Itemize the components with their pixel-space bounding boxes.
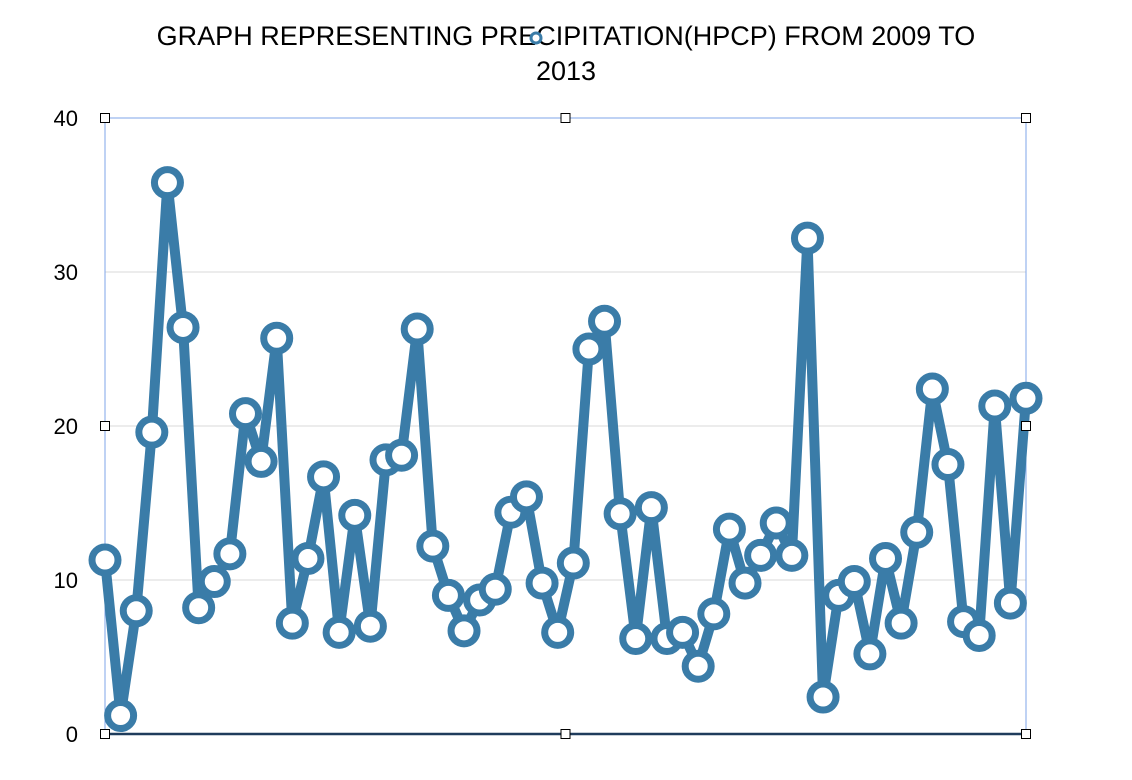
data-point[interactable] [291, 541, 325, 575]
data-point[interactable] [197, 565, 231, 599]
data-point[interactable] [213, 537, 247, 571]
data-point[interactable] [572, 332, 606, 366]
data-point[interactable] [634, 491, 668, 525]
data-point[interactable] [853, 637, 887, 671]
data-point[interactable] [338, 498, 372, 532]
resize-handle[interactable] [560, 113, 571, 123]
resize-handle[interactable] [100, 113, 110, 123]
data-point[interactable] [588, 304, 622, 338]
data-point[interactable] [525, 566, 559, 600]
data-point[interactable] [775, 538, 809, 572]
data-point[interactable] [556, 546, 590, 580]
y-tick-label: 0 [66, 722, 78, 747]
data-point[interactable] [993, 586, 1027, 620]
data-point[interactable] [712, 512, 746, 546]
data-point[interactable] [88, 543, 122, 577]
legend-marker [529, 31, 543, 45]
data-point[interactable] [962, 618, 996, 652]
resize-handle[interactable] [100, 421, 110, 431]
data-point[interactable] [915, 372, 949, 406]
data-point[interactable] [353, 609, 387, 643]
data-point[interactable] [931, 448, 965, 481]
y-tick-label: 20 [54, 414, 78, 439]
data-point[interactable] [119, 594, 153, 628]
data-point[interactable] [1009, 381, 1043, 415]
data-point[interactable] [603, 497, 637, 531]
data-point[interactable] [400, 312, 434, 346]
data-point[interactable] [681, 649, 715, 683]
data-series[interactable] [88, 166, 1043, 733]
data-point[interactable] [790, 221, 824, 255]
data-point[interactable] [806, 680, 840, 714]
selection-handles[interactable] [100, 113, 1031, 739]
data-point[interactable] [385, 438, 419, 472]
data-point[interactable] [431, 578, 465, 612]
data-point[interactable] [307, 460, 341, 494]
y-tick-label: 40 [54, 106, 78, 131]
data-point[interactable] [416, 529, 450, 563]
y-axis-ticks: 0 10 20 30 40 [54, 106, 78, 747]
data-point[interactable] [697, 597, 731, 631]
data-point[interactable] [759, 506, 793, 540]
data-point[interactable] [166, 310, 200, 344]
data-point[interactable] [447, 614, 481, 648]
resize-handle[interactable] [560, 729, 571, 739]
data-point[interactable] [884, 606, 918, 640]
y-tick-label: 30 [54, 260, 78, 285]
data-point[interactable] [135, 415, 169, 449]
data-point[interactable] [837, 565, 871, 599]
data-point[interactable] [260, 321, 294, 355]
data-point[interactable] [619, 622, 653, 656]
data-point[interactable] [478, 572, 512, 606]
resize-handle[interactable] [1021, 729, 1031, 739]
data-point[interactable] [322, 615, 356, 649]
data-point[interactable] [900, 515, 934, 549]
data-point[interactable] [541, 615, 575, 649]
resize-handle[interactable] [100, 729, 110, 739]
y-tick-label: 10 [54, 568, 78, 593]
data-point[interactable] [182, 591, 216, 625]
data-point[interactable] [978, 389, 1012, 423]
data-point[interactable] [509, 480, 543, 514]
data-point[interactable] [666, 615, 700, 649]
chart-title-line2: 2013 [536, 56, 596, 86]
data-point[interactable] [869, 541, 903, 575]
resize-handle[interactable] [1021, 421, 1031, 431]
data-point[interactable] [728, 566, 762, 600]
resize-handle[interactable] [1021, 113, 1031, 123]
data-point[interactable] [244, 444, 278, 478]
data-point[interactable] [228, 397, 262, 431]
chart-title-line1: GRAPH REPRESENTING PRECIPITATION(HPCP) F… [157, 21, 976, 51]
data-point[interactable] [744, 538, 778, 572]
data-point[interactable] [275, 606, 309, 640]
data-point[interactable] [150, 166, 184, 200]
data-point[interactable] [104, 699, 138, 733]
